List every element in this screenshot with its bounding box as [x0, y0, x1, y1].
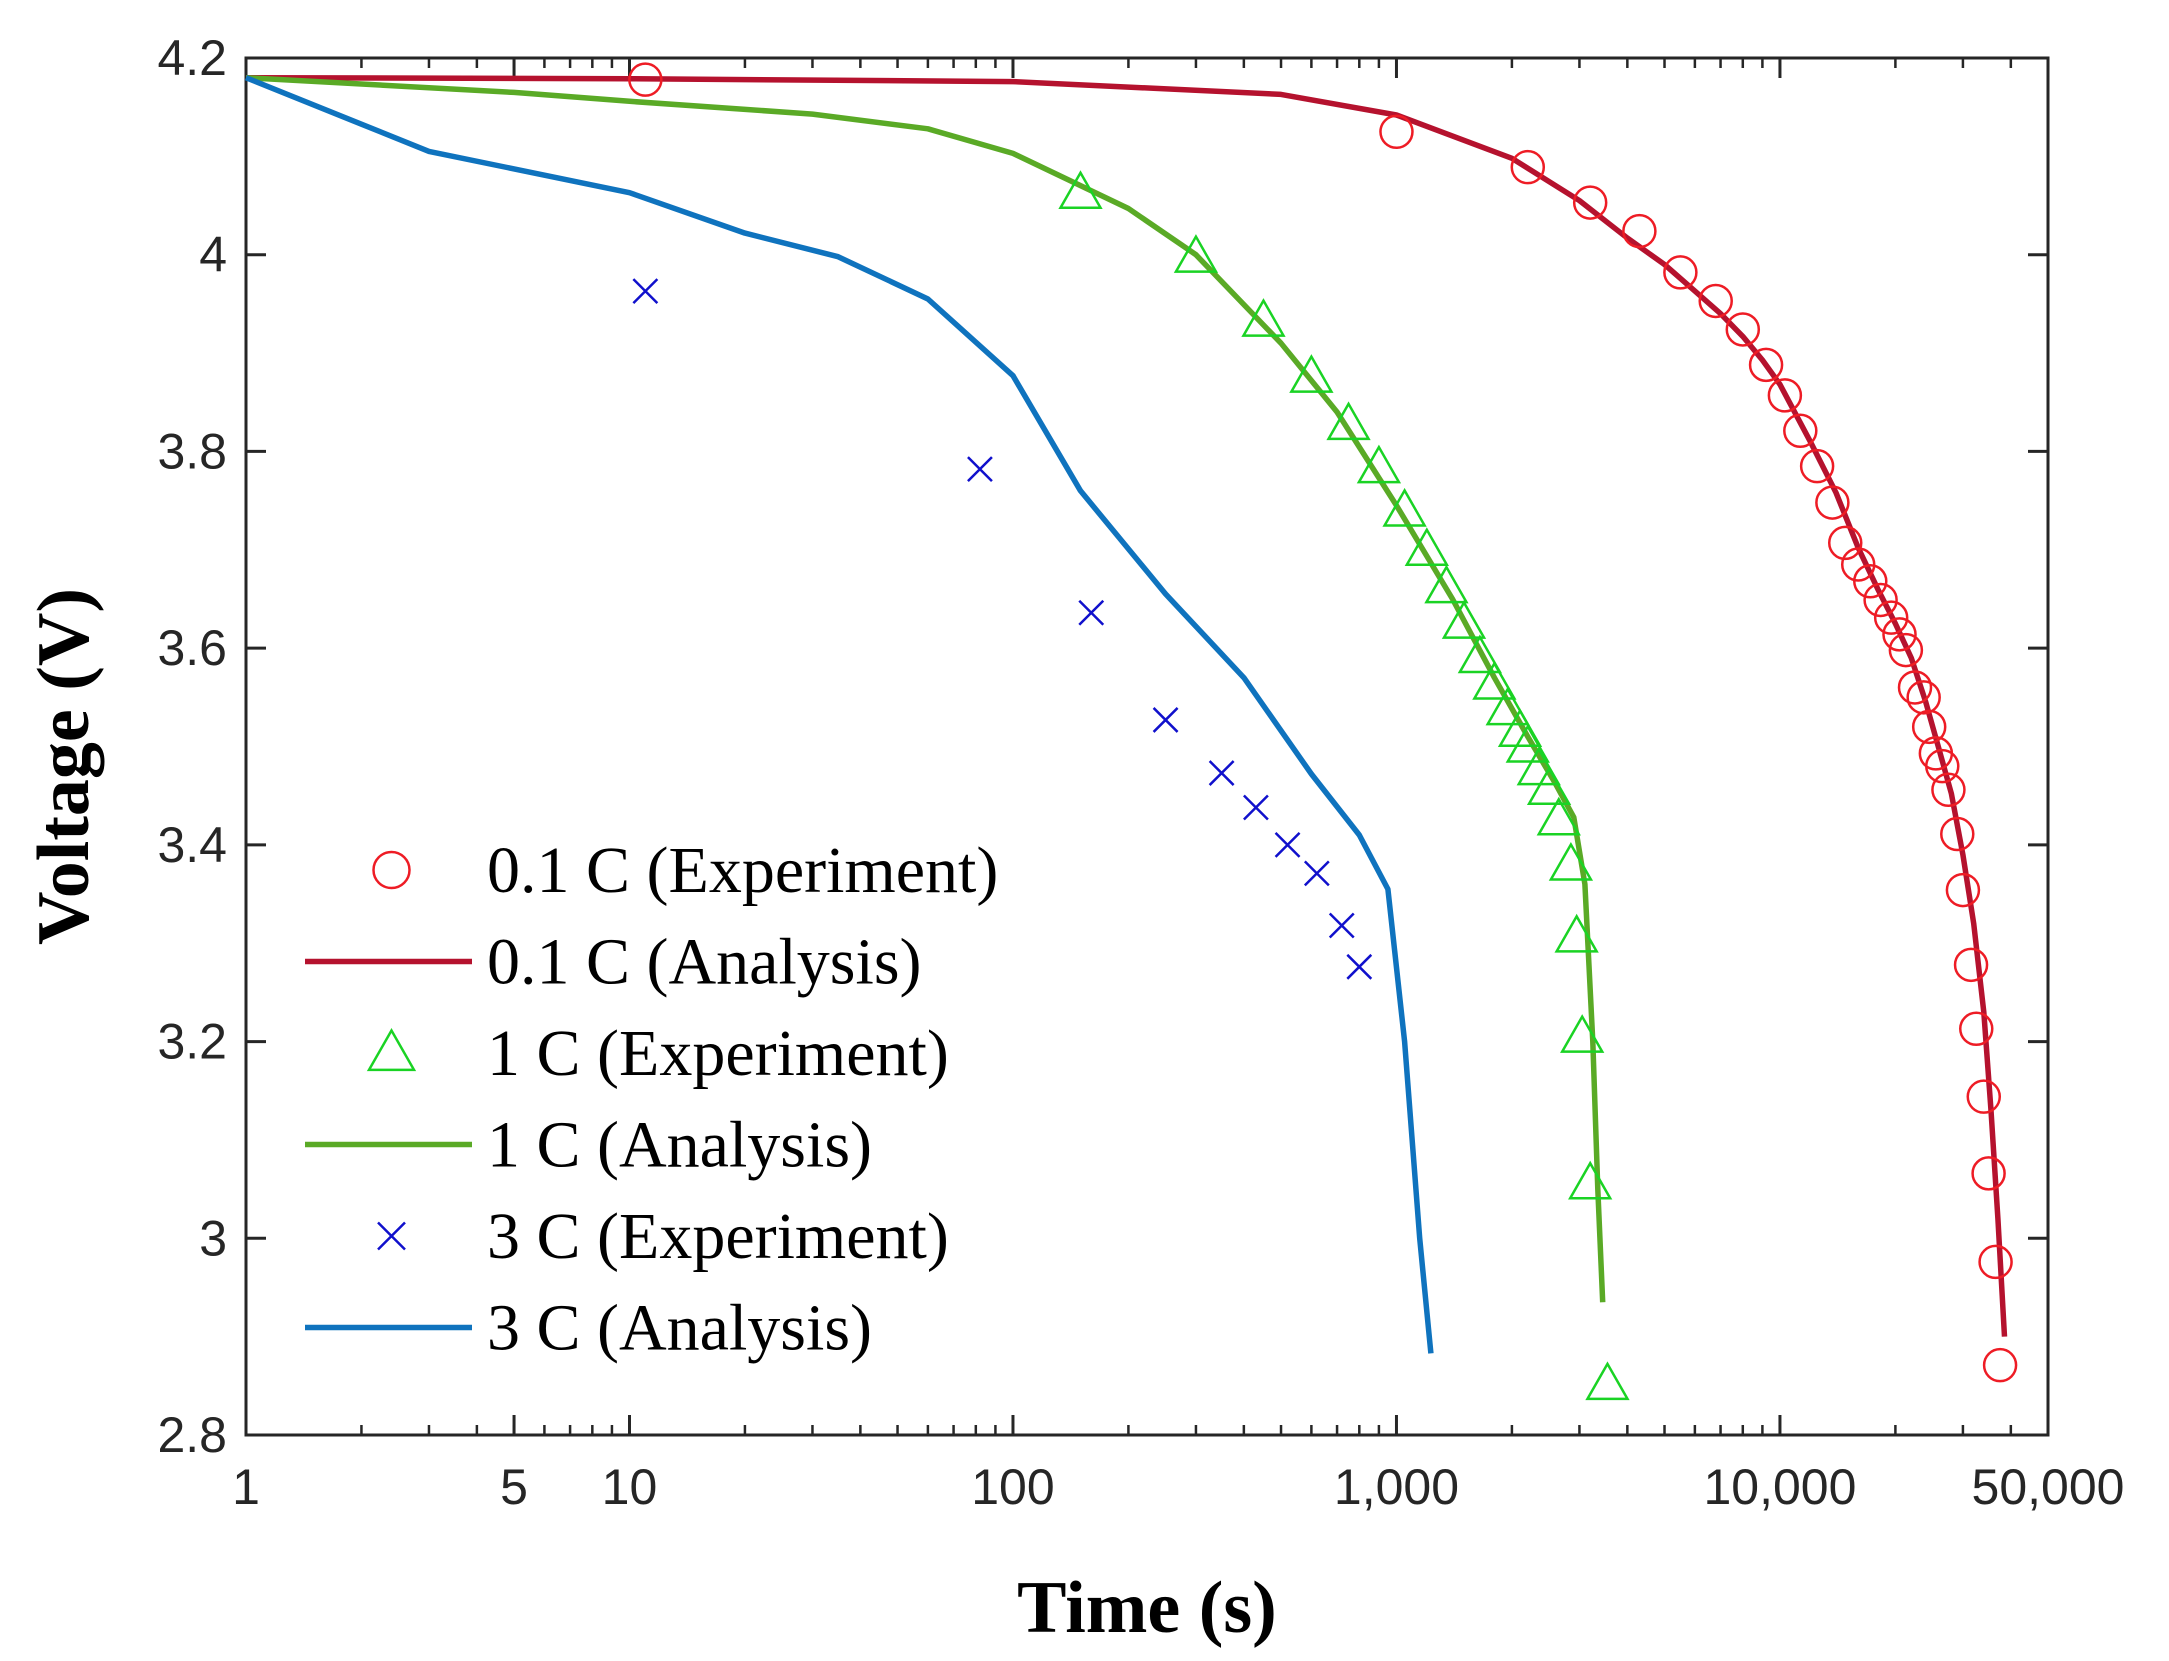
data-point-3-c-experiment: [1346, 953, 1373, 980]
y-tick-label: 3.2: [157, 1014, 227, 1070]
y-axis-title: Voltage (V): [23, 588, 105, 945]
data-point-3-c-experiment: [1208, 760, 1235, 786]
data-point-1-c-experiment: [1404, 527, 1449, 567]
data-point-0-1-c-experiment: [1966, 1079, 2002, 1114]
data-point-3-c-experiment: [1078, 599, 1105, 626]
x-tick-label: 1,000: [1334, 1459, 1459, 1515]
data-point-0-1-c-experiment: [1911, 709, 1947, 745]
data-point-0-1-c-experiment: [1572, 185, 1608, 220]
x-tick-label: 1: [232, 1459, 260, 1515]
data-point-3-c-experiment: [1152, 707, 1179, 733]
x-tick-label: 10: [602, 1459, 658, 1515]
data-point-0-1-c-experiment: [1663, 255, 1698, 290]
data-point-0-1-c-experiment: [1863, 582, 1898, 618]
data-point-0-1-c-experiment: [1698, 283, 1733, 319]
data-point-0-1-c-experiment: [1799, 448, 1835, 484]
series-line-0-1-c-analysis: [245, 74, 2008, 1337]
series-line-1-c-analysis: [245, 74, 1606, 1303]
x-tick-label: 10,000: [1703, 1459, 1856, 1515]
data-point-0-1-c-experiment: [1959, 1011, 1994, 1047]
data-point-1-c-experiment: [1472, 661, 1517, 700]
data-point-1-c-experiment: [1241, 298, 1286, 337]
data-point-3-c-experiment: [967, 456, 993, 483]
y-tick-label: 3.6: [157, 620, 227, 676]
y-tick-label: 4.2: [157, 30, 227, 86]
data-point-1-c-experiment: [1382, 487, 1427, 527]
x-axis-title: Time (s): [1017, 1567, 1277, 1649]
y-tick-label: 2.8: [157, 1407, 227, 1463]
data-point-0-1-c-experiment: [1945, 872, 1981, 908]
data-point-3-c-experiment: [1243, 794, 1269, 821]
data-point-0-1-c-experiment: [1882, 617, 1917, 652]
data-point-3-c-experiment: [1328, 912, 1355, 939]
data-point-3-c-experiment: [1274, 831, 1301, 858]
data-point-0-1-c-experiment: [1767, 378, 1803, 413]
data-point-1-c-experiment: [1289, 354, 1334, 393]
series-line-3-c-analysis: [244, 75, 1434, 1354]
data-point-0-1-c-experiment: [1853, 564, 1888, 599]
data-point-0-1-c-experiment: [628, 62, 663, 97]
data-point-1-c-experiment: [1326, 401, 1371, 441]
data-point-0-1-c-experiment: [1725, 312, 1761, 347]
legend-label-3-c-analysis: 3 C (Analysis): [487, 1292, 872, 1365]
data-point-1-c-experiment: [1585, 1361, 1630, 1401]
data-point-1-c-experiment: [1424, 564, 1469, 604]
data-point-0-1-c-experiment: [1748, 347, 1784, 383]
data-point-0-1-c-experiment: [1815, 485, 1850, 520]
axes-frame: [244, 56, 2050, 1437]
data-point-0-1-c-experiment: [1940, 816, 1975, 852]
data-point-1-c-experiment: [1485, 686, 1530, 726]
data-point-1-c-experiment: [1548, 842, 1594, 881]
data-point-0-1-c-experiment: [1379, 114, 1414, 150]
y-tick-label: 3: [199, 1210, 227, 1266]
y-tick-label: 4: [199, 227, 227, 283]
plot-area: 1 5 10 100 1,000 10,000 50,000 2.8 3 3.2 3.4 3.6 3.8…: [157, 30, 2124, 1515]
data-point-1-c-experiment: [1441, 600, 1487, 639]
data-point-0-1-c-experiment: [1971, 1156, 2006, 1191]
data-point-0-1-c-experiment: [1873, 600, 1909, 635]
data-point-0-1-c-experiment: [1897, 670, 1933, 705]
legend-marker-0-1-c-experiment: [372, 850, 411, 890]
data-point-0-1-c-experiment: [1827, 525, 1863, 561]
data-point-1-c-experiment: [1356, 444, 1402, 484]
legend-label-1-c-experiment: 1 C (Experiment): [487, 1017, 949, 1090]
data-point-1-c-experiment: [1173, 234, 1219, 273]
data-point-0-1-c-experiment: [1978, 1244, 2013, 1280]
x-tick-label: 5: [500, 1459, 528, 1515]
data-point-0-1-c-experiment: [1906, 680, 1941, 715]
data-point-1-c-experiment: [1536, 796, 1581, 836]
data-point-1-c-experiment: [1058, 170, 1103, 209]
data-point-1-c-experiment: [1505, 723, 1550, 763]
data-point-1-c-experiment: [1560, 1014, 1605, 1053]
x-tick-label: 50,000: [1972, 1459, 2125, 1515]
x-tick-label: 100: [971, 1459, 1054, 1515]
data-point-3-c-experiment: [1303, 860, 1330, 887]
data-point-1-c-experiment: [1457, 634, 1503, 674]
legend-label-0-1-c-experiment: 0.1 C (Experiment): [487, 834, 998, 907]
data-point-0-1-c-experiment: [1931, 772, 1966, 808]
data-point-3-c-experiment: [632, 278, 659, 304]
legend-label-0-1-c-analysis: 0.1 C (Analysis): [487, 926, 921, 999]
data-point-1-c-experiment: [1568, 1160, 1613, 1200]
data-point-0-1-c-experiment: [1888, 632, 1924, 668]
data-point-1-c-experiment: [1526, 766, 1572, 806]
y-tick-label: 3.8: [157, 423, 227, 479]
data-point-1-c-experiment: [1516, 746, 1561, 786]
legend-label-1-c-analysis: 1 C (Analysis): [487, 1109, 872, 1182]
legend-marker-1-c-experiment: [366, 1027, 417, 1072]
data-point-1-c-experiment: [1554, 913, 1599, 953]
y-axis-title-group: Voltage (V): [23, 588, 105, 945]
data-point-0-1-c-experiment: [1783, 413, 1818, 449]
legend-marker-3-c-experiment: [377, 1221, 406, 1251]
data-point-0-1-c-experiment: [1925, 748, 1960, 784]
y-tick-label: 3.4: [157, 817, 227, 873]
data-point-0-1-c-experiment: [1982, 1347, 2018, 1383]
legend: 0.1 C (Experiment) 0.1 C (Analysis) 1 C (E…: [305, 834, 998, 1365]
data-point-0-1-c-experiment: [1510, 149, 1546, 185]
data-point-0-1-c-experiment: [1622, 213, 1657, 249]
data-point-0-1-c-experiment: [1953, 947, 1989, 983]
legend-label-3-c-experiment: 3 C (Experiment): [487, 1200, 949, 1273]
